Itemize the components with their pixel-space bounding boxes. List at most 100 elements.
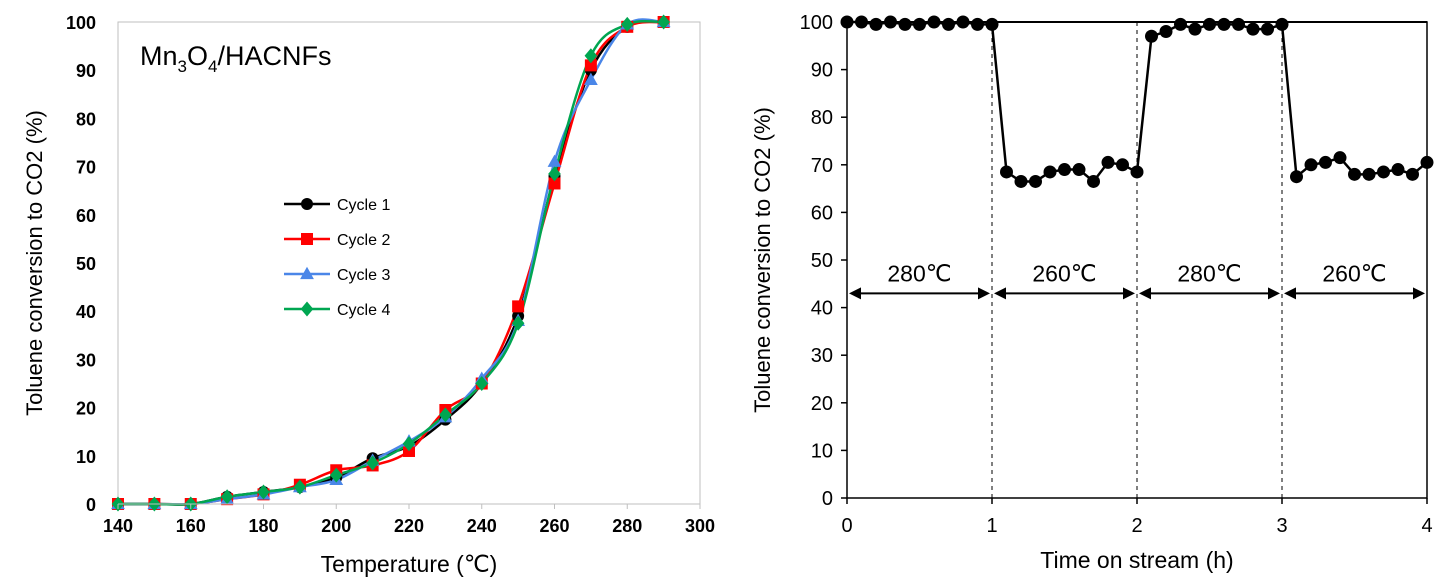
x-tick-label: 140 [103, 516, 133, 536]
y-tick-label: 100 [66, 13, 96, 33]
data-point [366, 455, 379, 471]
data-point [547, 154, 562, 167]
band-arrow-head [994, 287, 1006, 300]
y-tick-label: 0 [86, 495, 96, 515]
legend: Cycle 1 Cycle 2 Cycle 3 Cycle 4 [284, 197, 390, 319]
data-point [475, 376, 489, 391]
data-point [257, 484, 270, 500]
band-arrow-head [1123, 287, 1135, 300]
temperature-band-label: 260℃ [1032, 260, 1096, 286]
data-point [1406, 167, 1419, 181]
y-tick-label: 60 [811, 202, 833, 224]
band-arrow-head [1284, 287, 1296, 300]
y-tick-label: 0 [822, 488, 833, 510]
data-point [1275, 17, 1289, 31]
x-tick-label: 3 [1276, 515, 1287, 537]
data-point [1188, 22, 1202, 36]
temperature-band-label: 260℃ [1322, 260, 1386, 286]
data-point [1087, 174, 1100, 188]
y-tick-label: 70 [76, 158, 96, 178]
data-point [1203, 17, 1216, 31]
plot-area-right [846, 21, 1428, 499]
x-axis-title-left: Temperature (℃) [321, 551, 498, 577]
catalyst-annotation: Mn3O4/HACNFs [140, 41, 331, 76]
y-tick-label: 40 [811, 298, 833, 320]
band-arrow-head [1413, 287, 1425, 300]
data-point [584, 48, 598, 64]
data-point [1101, 155, 1115, 169]
x-tick-label: 300 [685, 516, 715, 536]
data-point [402, 436, 416, 452]
x-tick-label: 2 [1131, 515, 1142, 537]
data-point [1377, 165, 1390, 179]
data-point [1072, 163, 1086, 177]
data-point [956, 15, 970, 29]
y-tick-label: 20 [811, 393, 833, 415]
data-point [1145, 29, 1158, 43]
y-axis-title-left: Toluene conversion to CO2 (%) [22, 110, 47, 416]
x-tick-label: 4 [1421, 515, 1432, 537]
data-point [620, 16, 634, 32]
data-point [884, 15, 897, 29]
y-tick-label: 60 [76, 206, 96, 226]
x-tick-label: 200 [321, 516, 351, 536]
data-point [1319, 155, 1332, 169]
y-tick-label: 30 [76, 350, 96, 370]
time-on-stream-chart: 280℃ 260℃ 280℃ 260℃ 0 1 2 3 4010203040506070809… [750, 12, 1434, 573]
data-point [1420, 155, 1434, 169]
x-tick-label: 1 [986, 515, 997, 537]
data-point [1217, 17, 1231, 31]
y-tick-label: 80 [76, 109, 96, 129]
data-point [1232, 17, 1245, 31]
data-point [1159, 25, 1173, 39]
data-point [1043, 165, 1057, 179]
band-arrow-head [1268, 287, 1280, 300]
x-tick-label: 280 [612, 516, 642, 536]
legend-marker [300, 266, 314, 280]
data-point [898, 17, 912, 31]
y-tick-label: 50 [76, 254, 96, 274]
data-point [1130, 165, 1144, 179]
x-tick-label: 180 [248, 516, 278, 536]
temperature-band-label: 280℃ [1177, 260, 1241, 286]
y-tick-label: 70 [811, 155, 833, 177]
data-point [855, 15, 868, 29]
plot-area-left [117, 21, 701, 505]
data-point [1058, 163, 1071, 177]
data-point [1261, 22, 1274, 36]
data-point [1174, 17, 1187, 31]
y-tick-label: 40 [76, 302, 96, 322]
y-tick-label: 90 [811, 60, 833, 82]
y-axis-title-right: Toluene conversion to CO2 (%) [750, 107, 775, 413]
data-point [1391, 163, 1405, 177]
data-point [927, 15, 941, 29]
data-point [985, 17, 999, 31]
x-tick-label: 160 [176, 516, 206, 536]
x-axis-title-right: Time on stream (h) [1040, 547, 1233, 573]
data-point [1246, 22, 1260, 36]
data-point [1333, 151, 1347, 165]
band-arrow-head [978, 287, 990, 300]
legend-label: Cycle 2 [337, 232, 390, 249]
data-point [548, 166, 561, 182]
legend-label: Cycle 4 [337, 302, 390, 319]
x-tick-label: 260 [539, 516, 569, 536]
x-tick-label: 240 [467, 516, 497, 536]
data-point [1304, 158, 1318, 172]
data-point [1000, 165, 1013, 179]
x-tick-label: 0 [841, 515, 852, 537]
y-tick-label: 50 [811, 250, 833, 272]
data-point [329, 467, 343, 483]
y-tick-label: 30 [811, 345, 833, 367]
legend-marker [300, 301, 314, 317]
data-point [511, 315, 525, 331]
legend-marker [301, 198, 313, 210]
legend-label: Cycle 3 [337, 267, 390, 284]
data-point [512, 300, 525, 313]
data-point [548, 177, 561, 190]
y-tick-label: 20 [76, 399, 96, 419]
temperature-band-label: 280℃ [887, 260, 951, 286]
y-tick-label: 100 [800, 12, 833, 34]
data-point [869, 17, 883, 31]
